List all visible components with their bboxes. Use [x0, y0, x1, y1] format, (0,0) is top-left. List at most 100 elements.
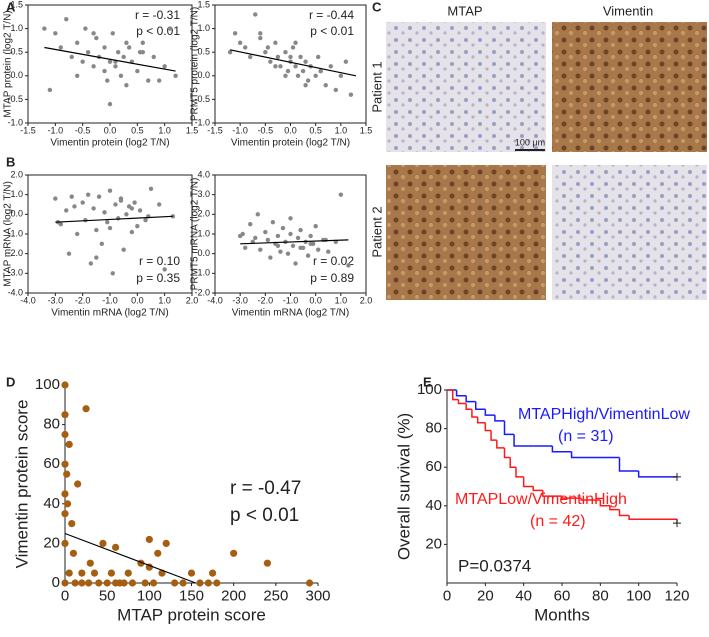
point — [69, 54, 74, 60]
survival-step — [476, 417, 486, 424]
point — [116, 216, 121, 221]
x-tick-label: 200 — [221, 587, 246, 604]
point — [290, 45, 296, 50]
panel-label: C — [372, 0, 382, 14]
point — [94, 255, 99, 260]
point — [113, 64, 118, 69]
point — [308, 233, 313, 239]
point — [227, 50, 233, 55]
point — [99, 241, 105, 247]
x-tick-label: -0.5 — [258, 125, 274, 135]
point — [346, 263, 351, 268]
point — [105, 78, 110, 83]
legend-label: MTAPLow/VimentinHigh — [455, 491, 627, 508]
point — [94, 35, 99, 41]
point — [90, 569, 99, 577]
point — [132, 200, 137, 205]
y-axis-label: Vimentin protein score — [12, 400, 31, 569]
point — [135, 68, 140, 74]
annotation: r = -0.31 — [135, 8, 180, 22]
point — [300, 68, 306, 74]
y-tick-label: -1.0 — [7, 117, 23, 127]
point — [75, 40, 80, 45]
point — [80, 200, 85, 205]
y-tick-label: 60 — [43, 455, 60, 472]
point — [298, 54, 303, 60]
point — [68, 520, 76, 528]
point — [124, 212, 129, 217]
point — [82, 405, 90, 413]
y-tick-label: 80 — [43, 416, 60, 433]
x-tick-label: -4.0 — [20, 295, 36, 305]
panel-label: E — [423, 374, 432, 389]
x-tick-label: 50 — [99, 587, 116, 604]
point — [162, 539, 170, 548]
legend-label: MTAPHigh/VimentinLow — [518, 406, 690, 423]
x-axis-label: Vimentin protein (log2 T/N) — [231, 137, 350, 148]
censor-mark — [673, 472, 681, 481]
point — [253, 12, 258, 17]
point — [208, 569, 217, 577]
point — [78, 579, 86, 587]
point — [61, 579, 69, 587]
x-tick-label: -1.0 — [232, 125, 248, 135]
point — [64, 16, 69, 22]
point — [283, 73, 288, 79]
point — [140, 40, 145, 45]
point — [154, 549, 162, 557]
annotation: p = 0.89 — [310, 271, 354, 285]
y-tick-label: 0.0 — [197, 248, 210, 258]
censor-mark — [673, 519, 681, 528]
survival-step — [618, 509, 630, 517]
point — [103, 579, 111, 587]
y-tick-label: 20 — [43, 534, 60, 551]
trend-line — [55, 215, 173, 223]
point — [278, 64, 283, 69]
point — [86, 559, 94, 567]
x-tick-label: 2.0 — [360, 295, 373, 305]
point — [293, 40, 298, 45]
point — [80, 59, 85, 64]
point — [129, 206, 135, 211]
point — [213, 579, 221, 587]
x-tick-label: -1.0 — [102, 295, 118, 305]
y-tick-label: 2.0 — [197, 209, 210, 219]
y-tick-label: 3.0 — [197, 189, 210, 199]
point — [63, 500, 72, 508]
point — [263, 229, 268, 235]
survival-step — [513, 434, 534, 447]
point — [293, 64, 298, 69]
y-axis-label: Overall survival (%) — [394, 413, 413, 560]
survival-step — [580, 498, 601, 501]
x-tick-label: 1.0 — [335, 295, 348, 305]
point — [96, 194, 102, 199]
y-tick-label: -3.0 — [7, 268, 23, 278]
point — [258, 247, 263, 252]
x-tick-label: -3.0 — [232, 295, 248, 305]
survival-step — [452, 390, 459, 401]
point — [196, 579, 204, 587]
survival-step — [542, 490, 562, 497]
y-tick-label: -2.0 — [7, 248, 23, 258]
point — [65, 440, 73, 448]
trend-line — [44, 46, 176, 72]
point — [85, 192, 91, 197]
point — [69, 549, 78, 557]
point — [148, 186, 154, 191]
point — [61, 539, 69, 548]
point — [126, 45, 132, 50]
point — [63, 470, 71, 478]
point — [140, 50, 145, 55]
y-tick-label: -1.0 — [194, 268, 210, 278]
y-tick-label: 0.0 — [10, 209, 23, 219]
x-tick-label: 0.5 — [131, 125, 144, 135]
y-tick-label: 80 — [425, 420, 442, 437]
point — [105, 220, 110, 225]
annotation: p < 0.01 — [136, 24, 180, 38]
y-tick-label: -2.0 — [194, 287, 210, 297]
point — [113, 202, 118, 207]
survival-step — [532, 486, 543, 492]
annotation: r = -0.44 — [309, 8, 354, 22]
annotation: r = -0.47 — [230, 478, 301, 499]
point — [179, 579, 187, 587]
